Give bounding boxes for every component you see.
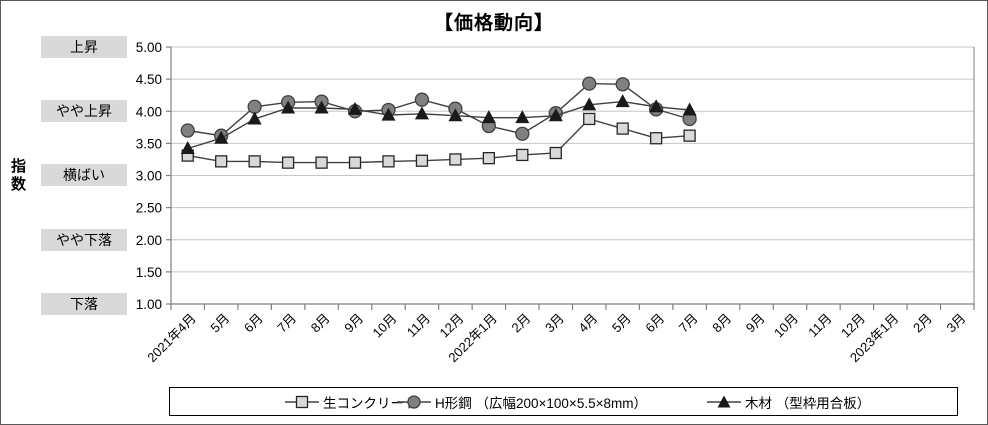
triangle-marker (414, 106, 429, 120)
triangle-marker (481, 110, 496, 124)
square-marker (583, 112, 596, 126)
legend-entry-lumber: 木材 （型枠用合板） (707, 388, 870, 415)
square-marker (549, 146, 562, 160)
level-label-slight-rise: やや上昇 (41, 100, 127, 122)
triangle-marker (180, 141, 195, 155)
y-tick-label: 3.00 (136, 169, 162, 184)
x-tick-label: 8月 (308, 311, 333, 336)
circle-marker (582, 76, 597, 91)
triangle-marker (615, 94, 630, 108)
x-tick-label: 3月 (542, 311, 567, 336)
x-tick-label: 6月 (642, 311, 667, 336)
square-marker (415, 154, 429, 167)
square-marker (482, 152, 496, 165)
x-tick-label: 10月 (370, 311, 400, 341)
x-tick-label: 6月 (241, 311, 266, 336)
series-line-h-steel (187, 82, 690, 137)
triangle-marker (348, 101, 363, 115)
square-marker (248, 155, 261, 168)
square-marker (348, 156, 362, 169)
x-tick-label: 8月 (709, 311, 734, 336)
x-tick-label: 4月 (575, 311, 600, 336)
x-tick-label: 7月 (676, 311, 701, 336)
x-tick-label: 7月 (274, 311, 299, 336)
level-label-slight-fall: やや下落 (41, 229, 127, 251)
level-label-fall: 下落 (41, 293, 127, 315)
y-tick-label: 4.50 (136, 72, 162, 87)
x-tick-label: 12月 (436, 311, 466, 341)
circle-marker-icon (397, 394, 431, 409)
triangle-marker (582, 97, 597, 111)
y-tick-label: 2.00 (136, 233, 162, 248)
square-marker (215, 155, 228, 168)
chart-title: 【価格動向】 (433, 13, 554, 34)
triangle-marker (649, 99, 664, 113)
x-tick-label: 5月 (609, 311, 634, 336)
legend-label-concrete: 生コンクリート (323, 395, 418, 411)
y-tick-label: 1.50 (136, 265, 162, 280)
x-tick-label: 9月 (341, 311, 366, 336)
circle-marker (180, 123, 195, 138)
circle-marker (414, 92, 430, 107)
triangle-marker (448, 108, 463, 122)
square-marker-icon (285, 395, 319, 408)
triangle-marker (515, 110, 530, 124)
series-line-lumber (187, 100, 690, 150)
square-marker (649, 132, 663, 145)
triangle-marker (548, 108, 563, 122)
triangle-marker-icon (707, 395, 741, 407)
y-tick-label: 3.50 (136, 136, 162, 151)
level-label-rise: 上昇 (41, 36, 127, 58)
square-marker (449, 153, 462, 166)
x-tick-label: 10月 (771, 311, 801, 341)
y-tick-label: 4.00 (136, 104, 162, 119)
triangle-marker (381, 107, 396, 121)
square-marker (315, 156, 328, 169)
x-tick-label: 2月 (910, 311, 935, 336)
square-marker (382, 155, 395, 168)
x-tick-label: 3月 (943, 311, 968, 336)
x-tick-label: 2月 (509, 311, 534, 336)
triangle-marker (214, 130, 229, 144)
x-tick-label: 12月 (838, 311, 868, 341)
legend-label-h-steel: H形鋼 （広幅200×100×5.5×8mm） (435, 395, 647, 411)
square-marker (516, 148, 529, 162)
triangle-marker (314, 100, 329, 114)
legend: 生コンクリート H形鋼 （広幅200×100×5.5×8mm） 木材 （型枠用合… (169, 387, 958, 416)
circle-marker (515, 126, 530, 141)
x-tick-label: 2021年4月 (144, 311, 199, 366)
circle-marker (615, 77, 630, 92)
legend-entry-h-steel: H形鋼 （広幅200×100×5.5×8mm） (397, 388, 647, 415)
x-tick-label: 11月 (404, 311, 433, 340)
triangle-marker (281, 100, 296, 114)
level-label-flat: 横ばい (41, 164, 127, 186)
square-marker (683, 129, 696, 142)
y-axis-title: 指数 (9, 158, 26, 194)
x-tick-label: 5月 (207, 311, 232, 336)
square-marker (281, 156, 295, 169)
triangle-marker (682, 102, 697, 116)
legend-entry-concrete: 生コンクリート (285, 388, 418, 415)
y-tick-label: 5.00 (136, 40, 162, 55)
series-line-concrete (187, 118, 690, 164)
circle-marker (247, 99, 262, 114)
x-tick-label: 9月 (743, 311, 768, 336)
y-tick-label: 2.50 (136, 201, 162, 216)
triangle-marker (247, 111, 262, 125)
y-tick-label: 1.00 (136, 297, 162, 312)
x-tick-label: 11月 (805, 311, 834, 340)
legend-label-lumber: 木材 （型枠用合板） (745, 395, 871, 411)
square-marker (616, 122, 629, 135)
